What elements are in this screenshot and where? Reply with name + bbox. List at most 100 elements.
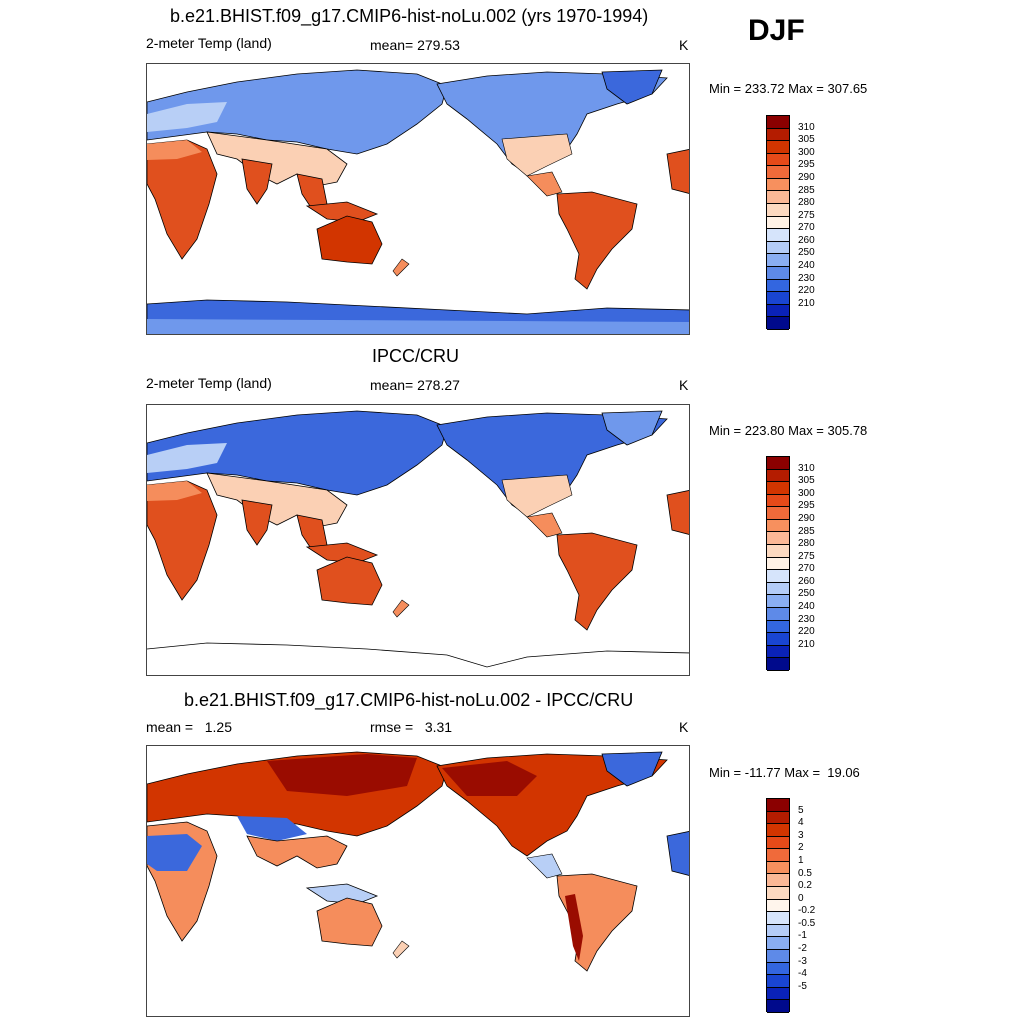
colorbar-tick-label: 5 bbox=[798, 804, 804, 816]
colorbar-swatch bbox=[767, 116, 789, 129]
panel2-centralamerica-land bbox=[526, 512, 563, 538]
colorbar-swatch bbox=[767, 494, 789, 508]
colorbar-swatch bbox=[767, 507, 789, 520]
colorbar-tick-label: -0.2 bbox=[798, 905, 816, 917]
colorbar-swatch bbox=[767, 469, 789, 483]
colorbar-tick-label: 0.2 bbox=[798, 880, 812, 892]
colorbar-tick-label: 220 bbox=[798, 285, 815, 297]
colorbar-tick-label: 230 bbox=[798, 613, 815, 625]
colorbar-tick-label: 310 bbox=[798, 121, 815, 133]
panel1-mean-label: mean= 279.53 bbox=[370, 37, 460, 53]
colorbar-swatch bbox=[767, 153, 789, 167]
panel1-africa-land bbox=[147, 139, 218, 260]
colorbar-swatch bbox=[767, 292, 789, 305]
panel3-mean-label: mean = 1.25 bbox=[146, 719, 233, 735]
colorbar-tick-label: 260 bbox=[798, 234, 815, 246]
colorbar-tick-label: 250 bbox=[798, 588, 815, 600]
colorbar-swatch bbox=[767, 570, 789, 583]
colorbar-tick-label: 285 bbox=[798, 184, 815, 196]
colorbar-swatch bbox=[767, 166, 789, 179]
colorbar-tick-label: 240 bbox=[798, 260, 815, 272]
panel3-colorbar-boxes bbox=[766, 798, 790, 1013]
colorbar-swatch bbox=[767, 457, 789, 470]
colorbar-swatch bbox=[767, 216, 789, 230]
panel3-greenland-land bbox=[601, 751, 663, 787]
colorbar-swatch bbox=[767, 557, 789, 571]
panel2-title: IPCC/CRU bbox=[372, 346, 460, 366]
colorbar-swatch bbox=[767, 191, 789, 205]
panel1-greenland-land bbox=[601, 69, 663, 105]
panel1-title: b.e21.BHIST.f09_g17.CMIP6-hist-noLu.002 … bbox=[170, 6, 649, 26]
colorbar-swatch bbox=[767, 128, 789, 142]
colorbar-swatch bbox=[767, 279, 789, 293]
panel3-westafrica-cold bbox=[147, 834, 202, 871]
colorbar-tick-label: 295 bbox=[798, 159, 815, 171]
colorbar-swatch bbox=[767, 317, 789, 330]
panel3-map bbox=[146, 745, 690, 1017]
colorbar-tick-label: 210 bbox=[798, 297, 815, 309]
colorbar-tick-label: 230 bbox=[798, 272, 815, 284]
colorbar-tick-label: 300 bbox=[798, 146, 815, 158]
colorbar-swatch bbox=[767, 899, 789, 913]
panel3-australia-land bbox=[316, 897, 383, 947]
panel2-europe-cool bbox=[147, 443, 227, 473]
colorbar-tick-label: 300 bbox=[798, 487, 815, 499]
panel1-variable-label: 2-meter Temp (land) bbox=[146, 35, 272, 51]
panel2-map bbox=[146, 404, 690, 676]
colorbar-tick-label: 290 bbox=[798, 171, 815, 183]
colorbar-swatch bbox=[767, 532, 789, 546]
colorbar-tick-label: 270 bbox=[798, 563, 815, 575]
panel2-india-land bbox=[241, 499, 273, 546]
colorbar-swatch bbox=[767, 141, 789, 154]
colorbar-swatch bbox=[767, 304, 789, 318]
panel1-westafrica-edge bbox=[666, 149, 689, 194]
colorbar-tick-label: 280 bbox=[798, 197, 815, 209]
colorbar-tick-label: 280 bbox=[798, 538, 815, 550]
panel1-europe-cool bbox=[147, 102, 227, 132]
panel1-map bbox=[146, 63, 690, 335]
panel2-map-svg bbox=[147, 410, 689, 668]
colorbar-swatch bbox=[767, 836, 789, 850]
colorbar-swatch bbox=[767, 607, 789, 621]
panel1-antarctica-inner bbox=[147, 319, 689, 334]
colorbar-swatch bbox=[767, 937, 789, 950]
colorbar-tick-label: 275 bbox=[798, 550, 815, 562]
colorbar-swatch bbox=[767, 582, 789, 596]
panel2-antarctica-outline bbox=[147, 642, 689, 668]
panel3-siberia-land bbox=[267, 754, 417, 796]
colorbar-swatch bbox=[767, 241, 789, 255]
colorbar-swatch bbox=[767, 849, 789, 862]
panel2-newzealand-land bbox=[392, 599, 410, 618]
panel1-units-label: K bbox=[679, 37, 689, 53]
panel3-alaska-land bbox=[442, 761, 537, 796]
colorbar-tick-label: 310 bbox=[798, 462, 815, 474]
panel1-india-land bbox=[241, 158, 273, 205]
panel3-units-label: K bbox=[679, 719, 689, 735]
panel3-andes-land bbox=[565, 894, 583, 961]
colorbar-tick-label: 1 bbox=[798, 854, 804, 866]
colorbar-tick-label: 285 bbox=[798, 525, 815, 537]
colorbar-swatch bbox=[767, 874, 789, 888]
colorbar-swatch bbox=[767, 658, 789, 671]
panel3-rmse-label: rmse = 3.31 bbox=[370, 719, 453, 735]
panel2-africa-land bbox=[147, 480, 218, 601]
panel2-northamerica-land bbox=[436, 412, 668, 516]
panel3-indonesia-land bbox=[305, 883, 379, 905]
colorbar-tick-label: 4 bbox=[798, 817, 804, 829]
panel2-minmax-label: Min = 223.80 Max = 305.78 bbox=[709, 423, 868, 438]
panel3-southamerica-land bbox=[556, 873, 638, 972]
panel2-westafrica-edge bbox=[666, 490, 689, 535]
panel2-sahara-land bbox=[147, 481, 202, 501]
colorbar-tick-label: -2 bbox=[798, 943, 807, 955]
colorbar-tick-label: 295 bbox=[798, 500, 815, 512]
colorbar-swatch bbox=[767, 987, 789, 1001]
colorbar-swatch bbox=[767, 887, 789, 900]
colorbar-swatch bbox=[767, 254, 789, 267]
panel1-map-svg bbox=[147, 69, 689, 334]
colorbar-swatch bbox=[767, 266, 789, 280]
colorbar-tick-label: -0.5 bbox=[798, 917, 816, 929]
panel3-centralamerica-land bbox=[526, 853, 563, 879]
panel2-mean-label: mean= 278.27 bbox=[370, 377, 460, 393]
colorbar-swatch bbox=[767, 633, 789, 646]
panel1-australia-land bbox=[316, 215, 383, 265]
